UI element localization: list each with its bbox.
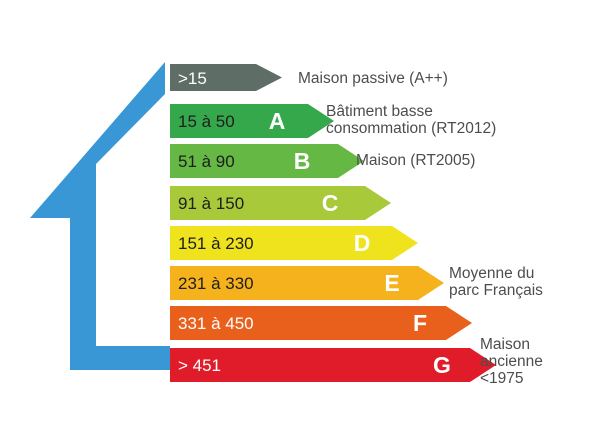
energy-range-label: 51 à 90	[178, 152, 235, 171]
annotation-text: Maison ancienne <1975	[480, 336, 543, 387]
annotation-text: Maison passive (A++)	[298, 70, 448, 87]
house-roof-and-wall	[30, 62, 170, 370]
energy-range-label: 91 à 150	[178, 194, 245, 213]
annotation-text: Moyenne du parc Français	[449, 265, 543, 299]
energy-class-letter: C	[321, 190, 339, 216]
energy-range-label: 151 à 230	[178, 234, 254, 253]
energy-range-label: 15 à 50	[178, 112, 235, 131]
energy-class-letter: E	[384, 270, 400, 296]
energy-class-letter: A	[268, 108, 286, 134]
energy-range-label: >15	[178, 68, 207, 88]
annotation-text: Maison (RT2005)	[356, 152, 476, 169]
energy-class-letter: D	[353, 230, 371, 256]
energy-class-letter: F	[412, 310, 428, 336]
energy-range-label: 231 à 330	[178, 274, 254, 293]
energy-class-letter: B	[293, 148, 311, 174]
energy-class-letter: G	[433, 352, 451, 378]
energy-range-label: > 451	[178, 356, 222, 375]
annotation-text: Bâtiment basse consommation (RT2012)	[326, 103, 497, 137]
energy-range-label: 331 à 450	[178, 314, 254, 333]
